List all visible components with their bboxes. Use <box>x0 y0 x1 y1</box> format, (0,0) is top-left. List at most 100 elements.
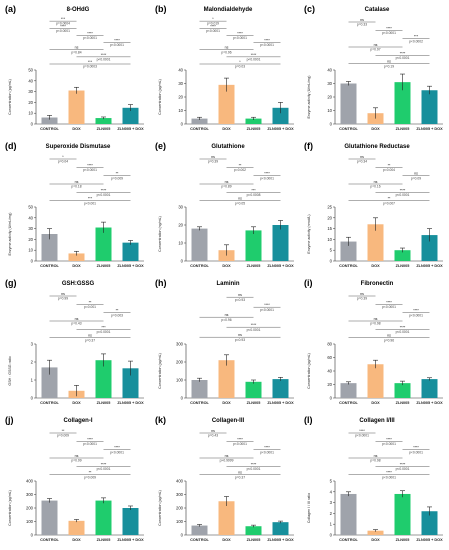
y-tick-label: 40 <box>178 68 183 73</box>
y-tick-label: 30 <box>178 205 183 210</box>
x-tick-label: DOX <box>371 538 380 542</box>
bar <box>340 493 357 535</box>
chart-title: Laminin <box>216 281 239 287</box>
bar <box>421 511 438 535</box>
x-tick-label: DOX <box>222 538 231 542</box>
panel-label: (k) <box>155 415 166 425</box>
bar <box>272 107 289 124</box>
x-tick-label: CONTROL <box>190 264 209 268</box>
bar <box>340 83 357 124</box>
chart-title: Collagen-I <box>63 418 92 424</box>
panel-label: (f) <box>304 141 313 151</box>
sig-pvalue: p=0.43 <box>71 322 81 326</box>
sig-star: **** <box>101 53 107 57</box>
x-tick-label: ZLN005 <box>247 127 261 131</box>
sig-star: ns <box>225 454 229 458</box>
sig-star: ns <box>225 180 229 184</box>
chart-title: Glutathione Reductase <box>344 144 410 150</box>
y-tick-label: 400 <box>26 479 34 484</box>
y-tick-label: 200 <box>176 506 184 511</box>
x-tick-label: ZLN005 + DOX <box>267 127 294 131</box>
y-tick-label: 2 <box>330 511 333 516</box>
sig-pvalue: p<0.0001 <box>396 56 410 60</box>
sig-star: **** <box>400 188 406 192</box>
sig-star: **** <box>413 446 419 450</box>
y-tick-label: 50 <box>28 205 33 210</box>
chart-title: Glutathione <box>211 144 245 150</box>
y-tick-label: 3 <box>31 342 34 347</box>
sig-star: *** <box>414 35 419 39</box>
panel-label: (j) <box>5 415 14 425</box>
y-tick-label: 0 <box>31 259 34 264</box>
sig-star: ns <box>374 317 378 321</box>
sig-star: ns <box>238 333 242 337</box>
x-tick-label: DOX <box>72 127 81 131</box>
panel-j: (j) Collagen-I 0 100 200 300 400 Concentration … <box>5 415 144 542</box>
y-tick-label: 0 <box>330 533 333 538</box>
chart-title: Catalase <box>365 7 390 13</box>
x-tick-label: DOX <box>72 538 81 542</box>
bar <box>122 508 139 535</box>
bar <box>191 118 208 124</box>
sig-star: **** <box>400 462 406 466</box>
bar <box>95 227 112 261</box>
sig-pvalue: p<0.0001 <box>247 328 261 332</box>
x-tick-label: ZLN005 <box>396 401 410 405</box>
sig-pvalue: p=0.05 <box>235 201 245 205</box>
sig-star: *** <box>61 17 66 21</box>
sig-pvalue: p<0.0001 <box>382 31 396 35</box>
y-axis-label: Enzyme activity (U/mL/mg) <box>8 213 12 256</box>
sig-star: ns <box>75 454 79 458</box>
y-tick-label: 20 <box>28 237 33 242</box>
sig-pvalue: p<0.0001 <box>355 434 369 438</box>
sig-star: ns <box>360 18 364 22</box>
sig-star: ns <box>360 155 364 159</box>
sig-star: **** <box>114 446 120 450</box>
x-tick-label: DOX <box>371 127 380 131</box>
sig-star: ns <box>75 46 79 50</box>
y-tick-label: 20 <box>327 382 332 387</box>
sig-pvalue: p<0.0001 <box>56 29 70 33</box>
y-tick-label: 30 <box>28 226 33 231</box>
chart-title: 8-OHdG <box>67 7 90 13</box>
sig-pvalue: p<0.0001 <box>382 442 396 446</box>
y-tick-label: 100 <box>26 519 34 524</box>
sig-pvalue: p<0.0001 <box>396 330 410 334</box>
sig-pvalue: p<0.0002 <box>409 39 423 43</box>
y-tick-label: 10 <box>28 248 33 253</box>
sig-star: **** <box>386 471 392 475</box>
y-tick-label: 5 <box>330 248 333 253</box>
chart-title: Malondialdehyde <box>204 7 253 13</box>
panel-i: (i) Fibronectin 0 20 40 60 80 Concentration (pg… <box>304 278 443 405</box>
y-axis-label: Enzyme activity (nmol/L) <box>307 214 311 253</box>
sig-pvalue: p=0.009 <box>84 475 96 479</box>
sig-star: ** <box>388 163 391 167</box>
bar <box>41 234 58 261</box>
y-tick-label: 3 <box>330 500 333 505</box>
y-tick-label: 10 <box>178 241 183 246</box>
x-tick-label: CONTROL <box>339 127 358 131</box>
bar <box>41 500 58 535</box>
y-tick-label: 0 <box>181 259 184 264</box>
sig-star: ** <box>239 163 242 167</box>
y-tick-label: 0 <box>31 396 34 401</box>
bar <box>394 493 411 535</box>
chart-title: Superoxide Dismutase <box>46 144 111 150</box>
x-tick-label: ZLN005 + DOX <box>267 264 294 268</box>
sig-star: **** <box>386 300 392 304</box>
y-axis-label: Concentration (pg/mL) <box>158 490 162 526</box>
sig-pvalue: p<0.0001 <box>206 29 220 33</box>
bar <box>122 107 139 124</box>
bar <box>191 525 208 535</box>
sig-pvalue: p<0.0001 <box>409 313 423 317</box>
panel-e: (e) Glutathione 0 10 20 30 Concentration (ng/m… <box>155 141 294 268</box>
bar <box>340 241 357 261</box>
sig-star: ** <box>62 429 65 433</box>
bar <box>95 118 112 124</box>
x-tick-label: DOX <box>222 401 231 405</box>
sig-pvalue: p>0.9999 <box>220 459 234 463</box>
x-tick-label: ZLN005 <box>247 538 261 542</box>
sig-pvalue: p=0.002 <box>234 168 246 172</box>
sig-star: ns <box>211 155 215 159</box>
bar <box>245 381 262 398</box>
